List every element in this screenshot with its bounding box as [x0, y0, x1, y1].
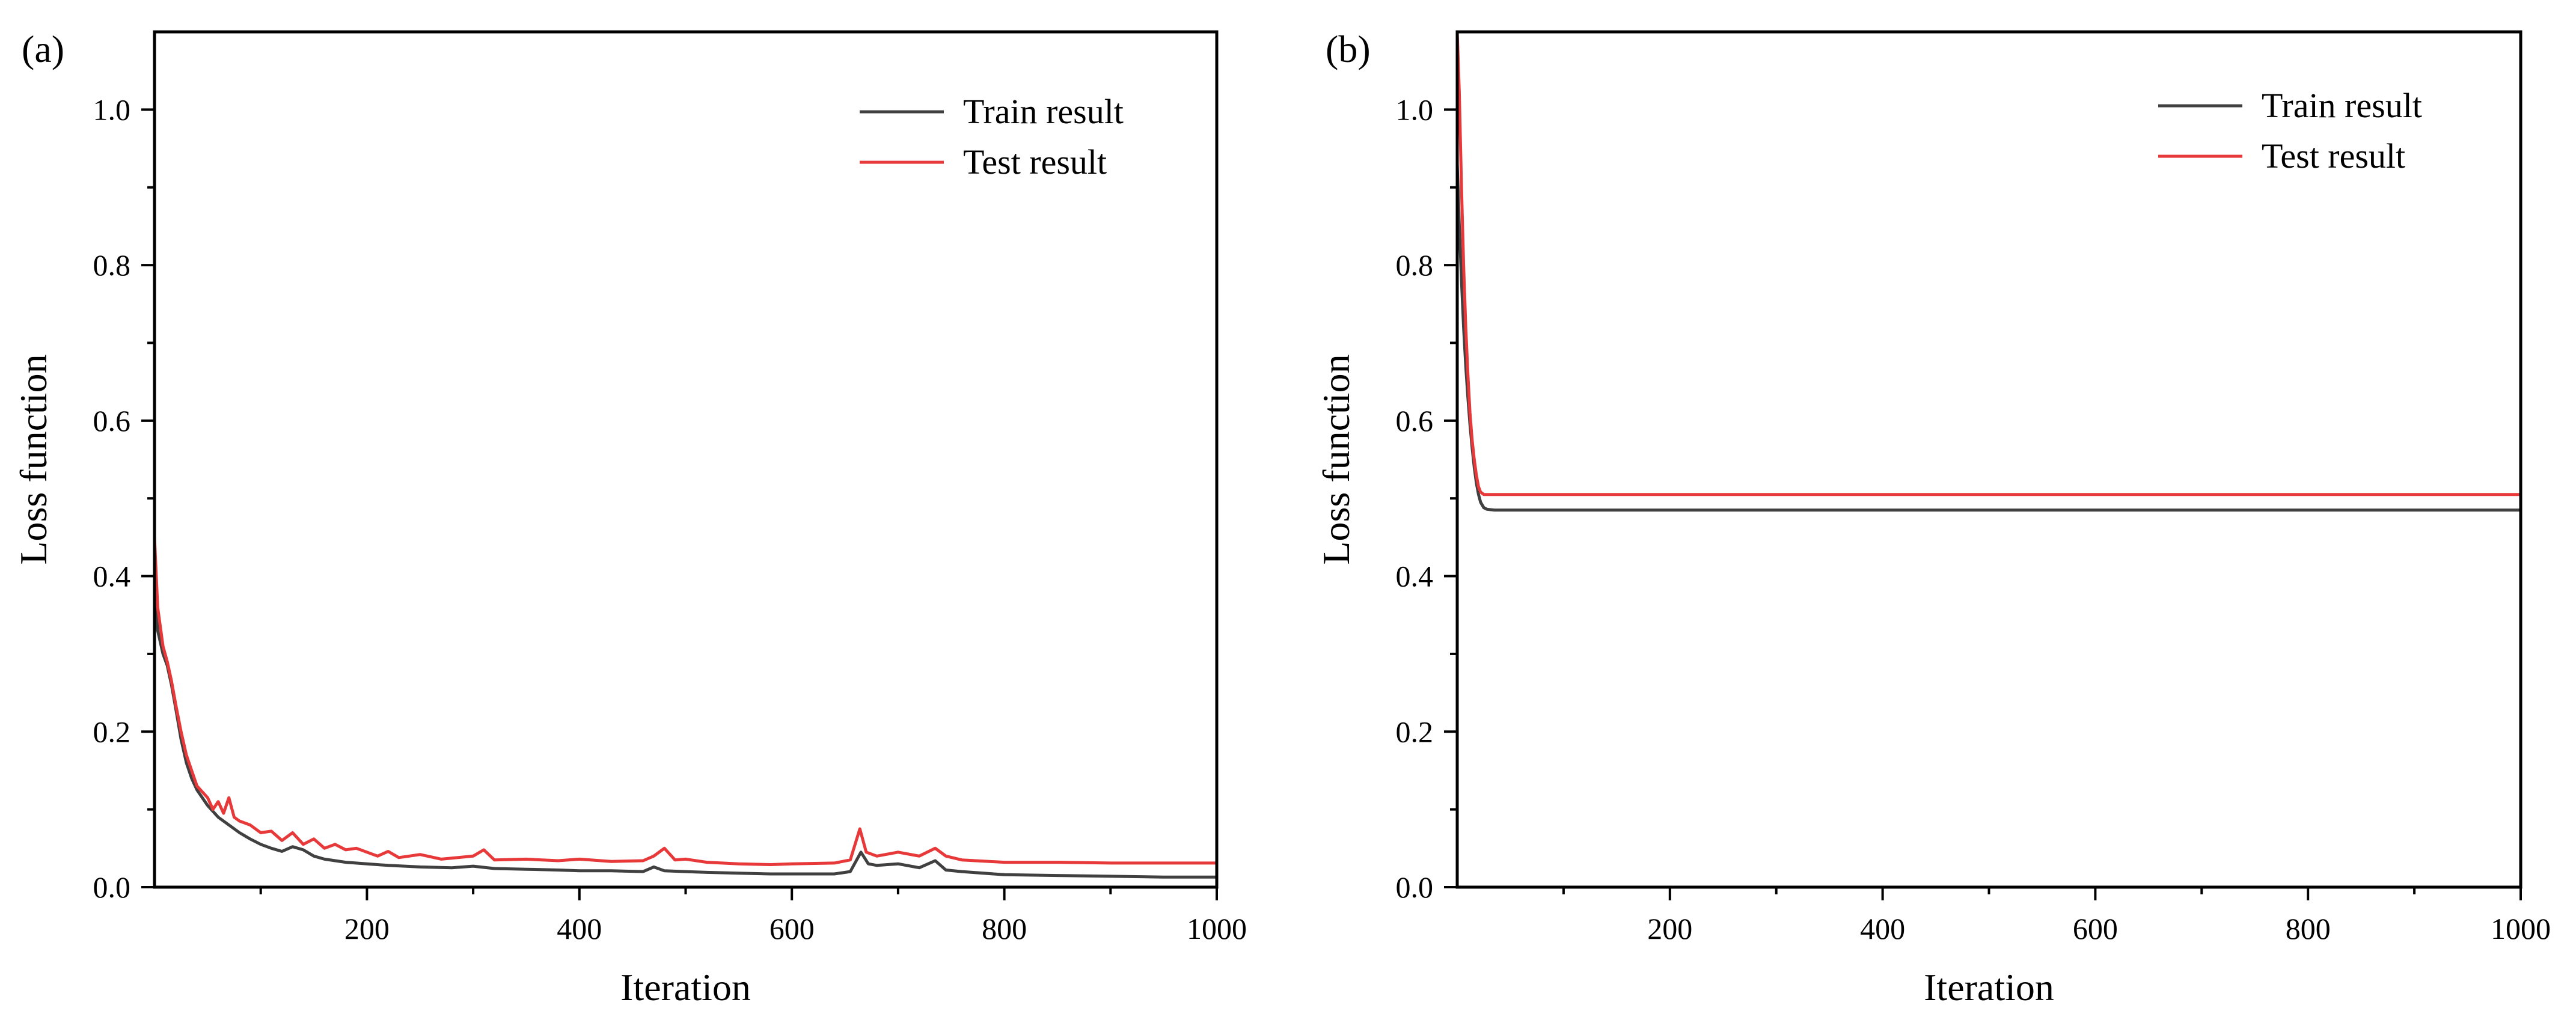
- tick-layer: 200 400 600 800 1000 0.0 0.2 0.4 0.6 0.8 1.0: [93, 93, 1247, 945]
- series-layer: [153, 537, 1217, 879]
- y-axis-title: Loss function: [1315, 354, 1357, 564]
- x-tick-label: 800: [982, 912, 1027, 945]
- series-line-train-result: [153, 560, 1217, 879]
- plot-frame: [153, 30, 1219, 889]
- y-axis-title: Loss function: [12, 354, 55, 564]
- x-tick-label: 1000: [2491, 912, 2551, 945]
- legend-label: Test result: [2262, 136, 2405, 176]
- y-tick-label: 0.2: [93, 715, 131, 748]
- x-axis-title: Iteration: [1924, 966, 2054, 1009]
- legend: Train result Test result: [2158, 86, 2422, 176]
- x-tick-label: 800: [2286, 912, 2331, 945]
- y-tick-label: 0.6: [1396, 404, 1434, 438]
- panel-label: (a): [22, 28, 64, 70]
- chart-panel-b: (b) 200 400 600 800 1000 0.0 0.2 0.4 0.6 0.8 1.0 I…: [1315, 28, 2551, 1009]
- tick-layer: 200 400 600 800 1000 0.0 0.2 0.4 0.6 0.8 1.0: [1396, 93, 2551, 945]
- legend-label: Test result: [963, 142, 1107, 182]
- series-line-train-result: [1455, 163, 2521, 512]
- x-tick-label: 200: [1647, 912, 1692, 945]
- plot-frame: [1455, 30, 2522, 889]
- legend-label: Train result: [2262, 86, 2422, 125]
- x-axis-title: Iteration: [620, 966, 751, 1009]
- x-tick-label: 400: [557, 912, 602, 945]
- y-tick-label: 0.0: [1396, 870, 1434, 904]
- y-tick-label: 1.0: [1396, 93, 1434, 126]
- legend-label: Train result: [963, 92, 1124, 131]
- y-tick-label: 0.8: [93, 248, 131, 282]
- y-tick-label: 1.0: [93, 93, 131, 126]
- x-tick-label: 600: [2073, 912, 2118, 945]
- panel-label: (b): [1326, 28, 1371, 70]
- series-layer: [1455, 31, 2521, 512]
- y-tick-label: 0.4: [1396, 560, 1434, 593]
- chart-panel-a: (a) 200 400 600 800 1000 0.0 0.2 0.4 0.6 0.8 1.0 I…: [12, 28, 1247, 1009]
- series-line-test-result: [153, 537, 1217, 866]
- x-tick-label: 400: [1860, 912, 1905, 945]
- legend: Train result Test result: [860, 92, 1124, 182]
- y-tick-label: 0.8: [1396, 248, 1434, 282]
- y-tick-label: 0.4: [93, 560, 131, 593]
- y-tick-label: 0.2: [1396, 715, 1434, 748]
- y-tick-label: 0.0: [93, 870, 131, 904]
- x-tick-label: 1000: [1187, 912, 1247, 945]
- x-tick-label: 200: [344, 912, 390, 945]
- y-tick-label: 0.6: [93, 404, 131, 438]
- x-tick-label: 600: [769, 912, 815, 945]
- series-line-test-result: [1455, 31, 2521, 496]
